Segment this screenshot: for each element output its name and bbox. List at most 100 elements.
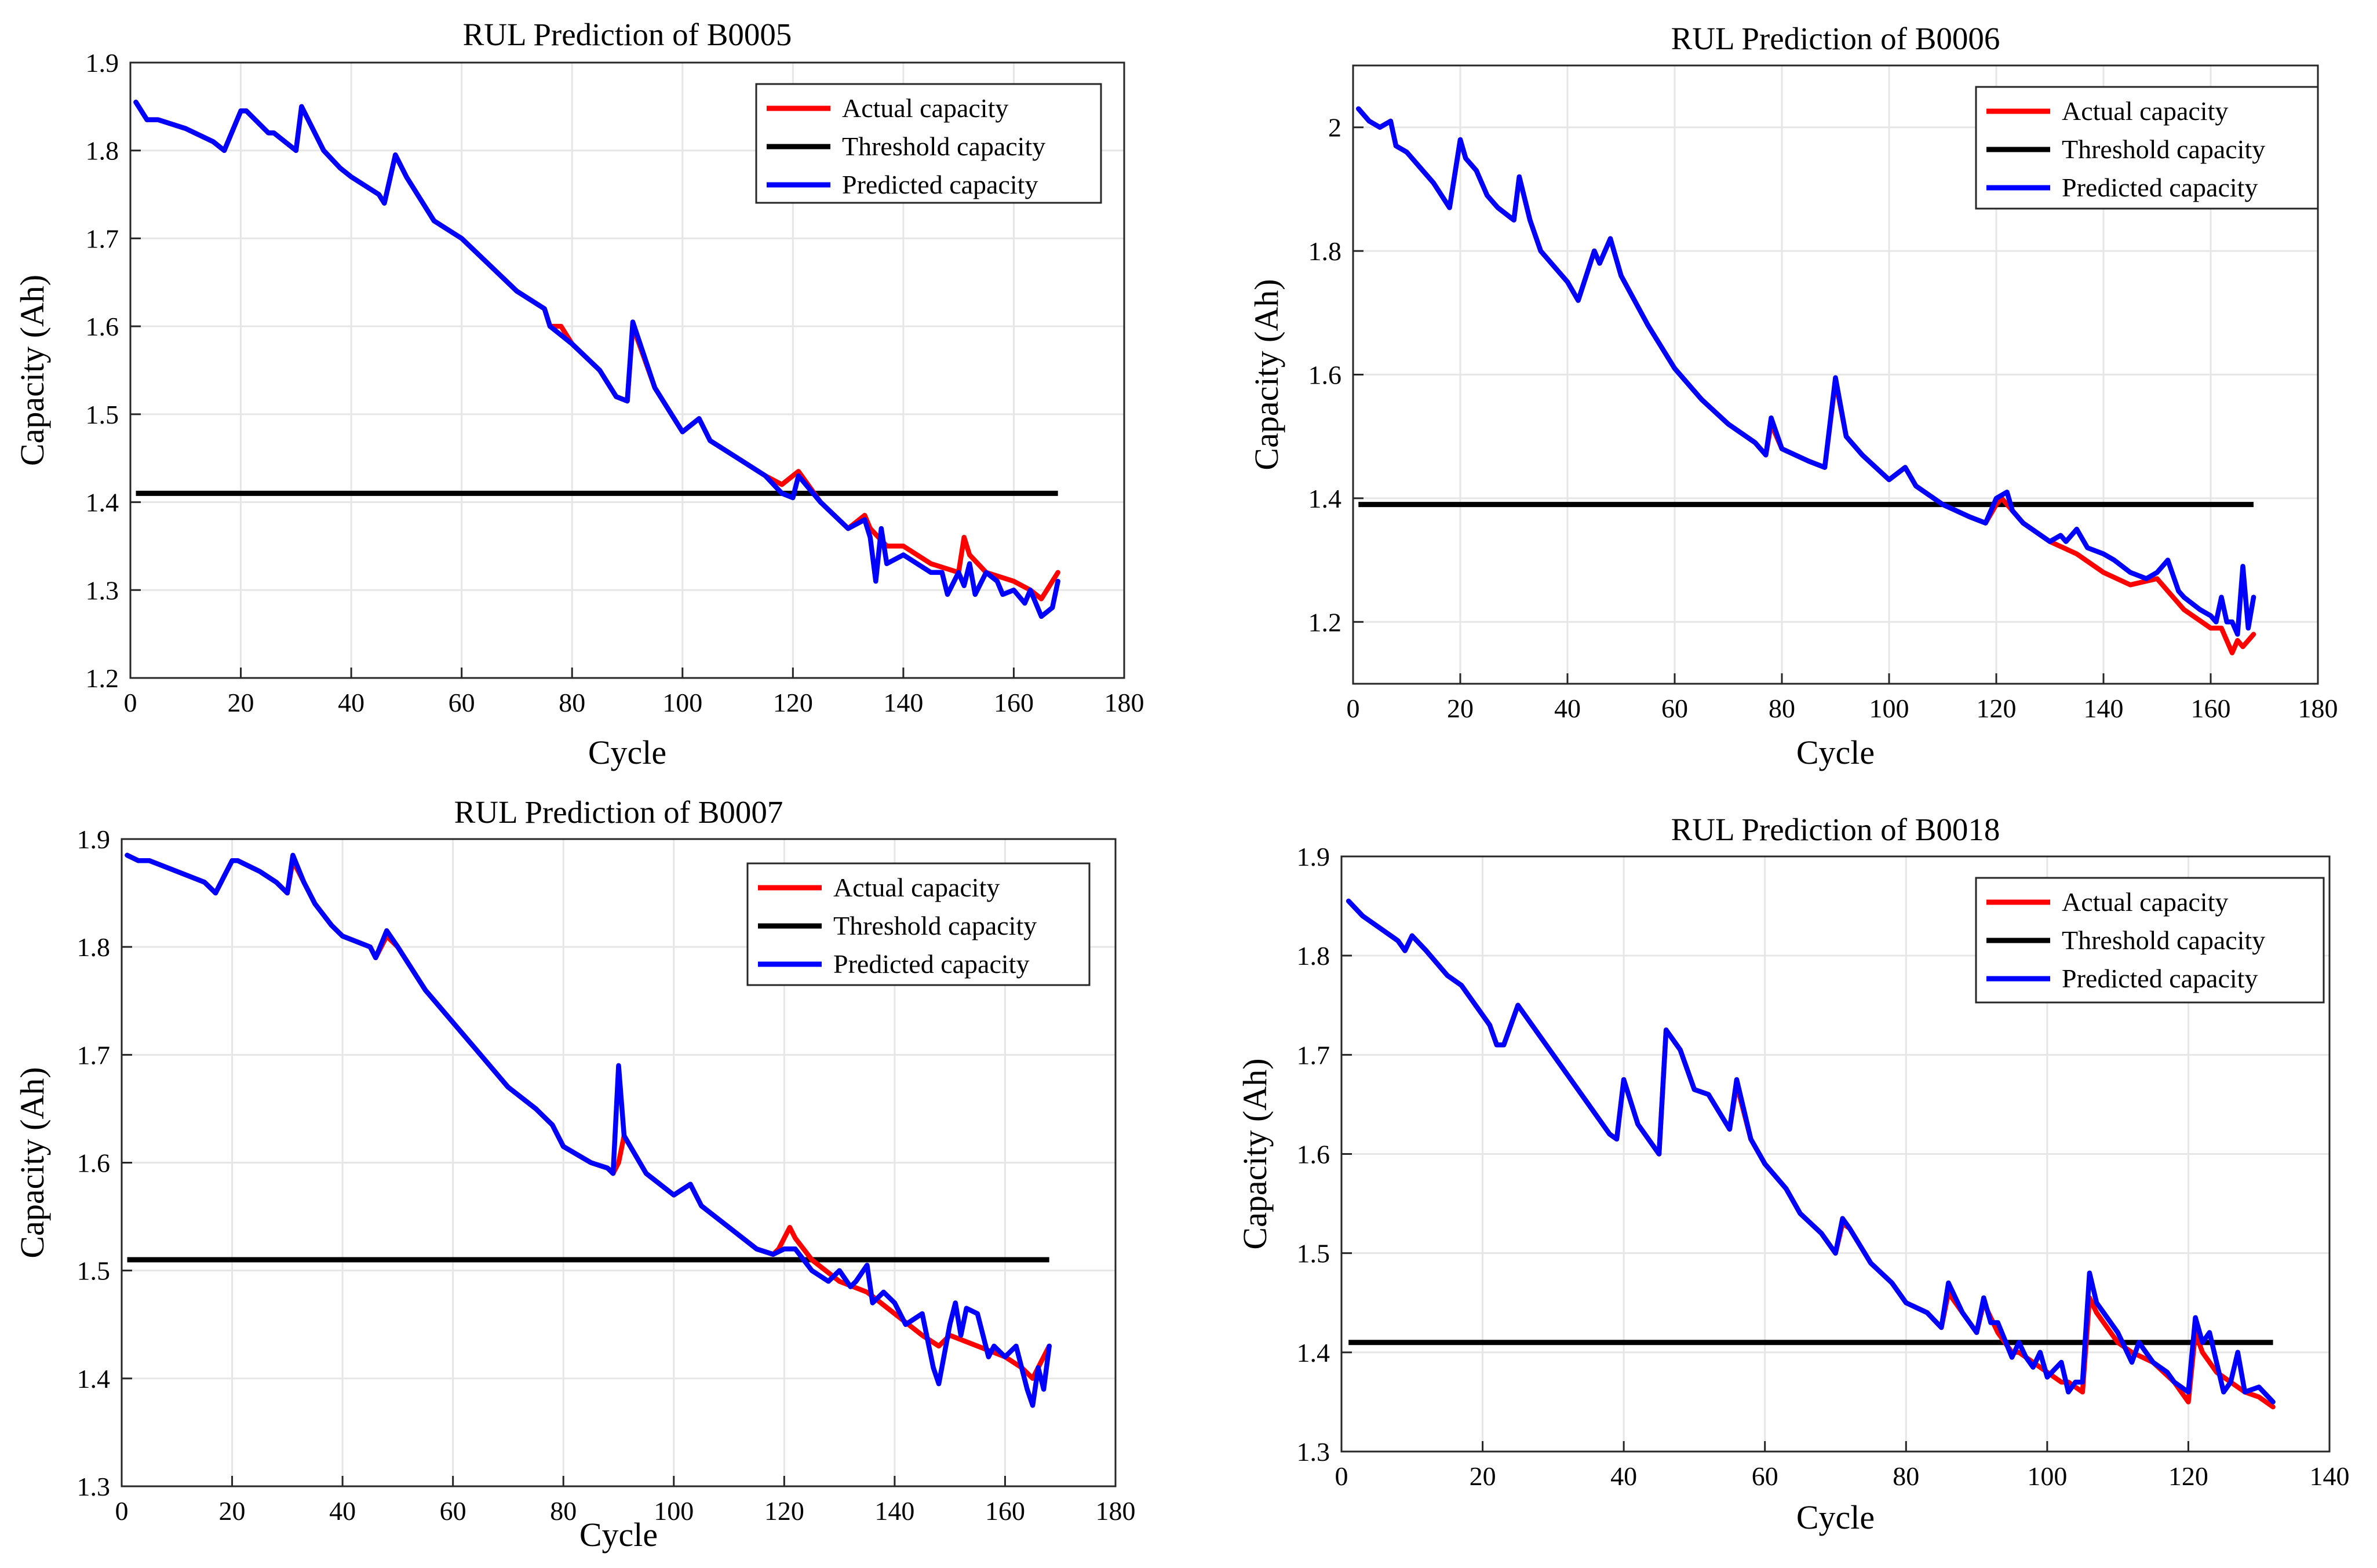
legend-actual-label: Actual capacity [2062, 96, 2228, 126]
axes-box [129, 61, 1125, 679]
y-tick-label: 1.9 [77, 825, 111, 854]
x-tick-label: 20 [1447, 694, 1474, 723]
x-tick-label: 20 [1470, 1461, 1496, 1491]
legend-threshold-label: Threshold capacity [2062, 925, 2265, 955]
legend: Actual capacity Threshold capacity Predict… [1975, 86, 2319, 210]
x-axis-label: Cycle [1796, 1498, 1875, 1536]
legend-threshold-label: Threshold capacity [833, 911, 1037, 940]
y-tick-label: 1.6 [86, 312, 119, 341]
x-tick-label: 120 [764, 1496, 804, 1526]
y-axis-label: Capacity (Ah) [13, 275, 51, 466]
y-tick-label: 1.4 [1308, 484, 1342, 513]
x-tick-label: 80 [1769, 694, 1795, 723]
x-tick-label: 140 [2310, 1461, 2350, 1491]
y-tick-label: 1.5 [86, 400, 119, 429]
y-tick-label: 1.4 [1297, 1338, 1330, 1368]
legend-actual-label: Actual capacity [2062, 887, 2228, 917]
series-line-predicted [1356, 106, 2256, 637]
chart-title: RUL Prediction of B0006 [1671, 21, 2000, 56]
x-tick-label: 40 [1554, 694, 1581, 723]
legend-predicted-label: Predicted capacity [833, 949, 1029, 979]
x-tick-label: 160 [994, 688, 1034, 717]
x-axis-label: Cycle [579, 1516, 658, 1554]
x-tick-label: 160 [2191, 694, 2231, 723]
x-tick-label: 80 [559, 688, 585, 717]
x-tick-label: 60 [1752, 1461, 1778, 1491]
y-tick-label: 1.7 [1297, 1040, 1330, 1070]
x-tick-label: 60 [1661, 694, 1688, 723]
chart-title: RUL Prediction of B0007 [454, 794, 783, 830]
series-line-predicted [1346, 898, 2276, 1405]
y-tick-label: 1.3 [77, 1472, 111, 1501]
y-tick-label: 1.9 [1297, 842, 1330, 871]
y-tick-label: 1.8 [1297, 941, 1330, 971]
panel-b0005: 0 20 40 60 80 100 120 140 160 180 1.2 1.3 1.4 1.5 1.6 1… [13, 17, 1144, 771]
legend-actual-label: Actual capacity [833, 873, 1000, 902]
panel-b0007: 0 20 40 60 80 100 120 140 160 180 1.3 1.4 1.5 1.6 1.7 1… [13, 794, 1136, 1554]
y-tick-label: 1.9 [86, 48, 119, 78]
legend-predicted-label: Predicted capacity [2062, 964, 2258, 993]
y-tick-label: 1.6 [1297, 1140, 1330, 1169]
x-tick-label: 60 [449, 688, 475, 717]
x-tick-label: 0 [115, 1496, 129, 1526]
legend-threshold-label: Threshold capacity [2062, 134, 2265, 164]
y-tick-label: 1.3 [86, 575, 119, 605]
x-tick-label: 160 [985, 1496, 1025, 1526]
y-tick-label: 1.4 [86, 488, 119, 517]
x-tick-label: 20 [228, 688, 254, 717]
y-tick-label: 2 [1328, 113, 1341, 143]
y-tick-label: 1.3 [1297, 1437, 1330, 1467]
panel-b0006: 0 20 40 60 80 100 120 140 160 180 1.2 1.4 1.6 1.8 2 RUL… [1248, 21, 2338, 771]
x-tick-label: 40 [329, 1496, 356, 1526]
y-axis-label: Capacity (Ah) [1248, 279, 1285, 470]
x-tick-label: 40 [1610, 1461, 1637, 1491]
chart-title: RUL Prediction of B0005 [463, 17, 792, 52]
y-axis-label: Capacity (Ah) [1236, 1058, 1274, 1249]
legend-threshold-label: Threshold capacity [842, 132, 1045, 161]
y-tick-label: 1.7 [86, 224, 119, 253]
x-axis-label: Cycle [588, 734, 666, 771]
x-tick-label: 140 [874, 1496, 914, 1526]
x-tick-label: 120 [2168, 1461, 2208, 1491]
y-tick-label: 1.4 [77, 1364, 111, 1394]
y-tick-label: 1.5 [77, 1256, 111, 1286]
x-tick-label: 120 [773, 688, 813, 717]
x-axis-label: Cycle [1796, 734, 1875, 771]
series-line-predicted [125, 852, 1052, 1408]
y-tick-label: 1.8 [86, 136, 119, 166]
x-tick-label: 0 [124, 688, 137, 717]
legend-predicted-label: Predicted capacity [2062, 173, 2258, 202]
x-tick-label: 40 [338, 688, 364, 717]
x-tick-label: 180 [2298, 694, 2338, 723]
panel-b0018: 0 20 40 60 80 100 120 140 1.3 1.4 1.5 1.6 1.7 1.8 1.9 R… [1236, 812, 2350, 1536]
x-tick-label: 80 [1893, 1461, 1919, 1491]
y-tick-label: 1.7 [77, 1040, 111, 1070]
x-tick-label: 140 [2084, 694, 2124, 723]
x-tick-label: 100 [654, 1496, 694, 1526]
x-tick-label: 180 [1104, 688, 1144, 717]
x-tick-label: 60 [440, 1496, 466, 1526]
x-tick-label: 20 [219, 1496, 246, 1526]
legend: Actual capacity Threshold capacity Predict… [1975, 877, 2325, 1004]
x-tick-label: 140 [883, 688, 923, 717]
y-axis-label: Capacity (Ah) [13, 1067, 51, 1258]
legend: Actual capacity Threshold capacity Predict… [755, 83, 1102, 204]
y-tick-label: 1.2 [1308, 607, 1342, 637]
x-tick-label: 100 [2027, 1461, 2067, 1491]
x-tick-label: 80 [550, 1496, 577, 1526]
y-tick-label: 1.2 [86, 663, 119, 693]
x-tick-label: 120 [1977, 694, 2017, 723]
y-tick-label: 1.6 [77, 1148, 111, 1178]
legend-predicted-label: Predicted capacity [842, 170, 1038, 199]
y-tick-label: 1.8 [77, 932, 111, 962]
y-tick-label: 1.5 [1297, 1239, 1330, 1268]
legend-actual-label: Actual capacity [842, 93, 1008, 123]
x-tick-label: 100 [662, 688, 702, 717]
x-tick-label: 0 [1335, 1461, 1348, 1491]
x-tick-label: 0 [1347, 694, 1360, 723]
x-tick-label: 180 [1096, 1496, 1136, 1526]
y-tick-label: 1.6 [1308, 360, 1342, 390]
chart-title: RUL Prediction of B0018 [1671, 812, 2000, 847]
series-line-predicted [133, 100, 1060, 619]
